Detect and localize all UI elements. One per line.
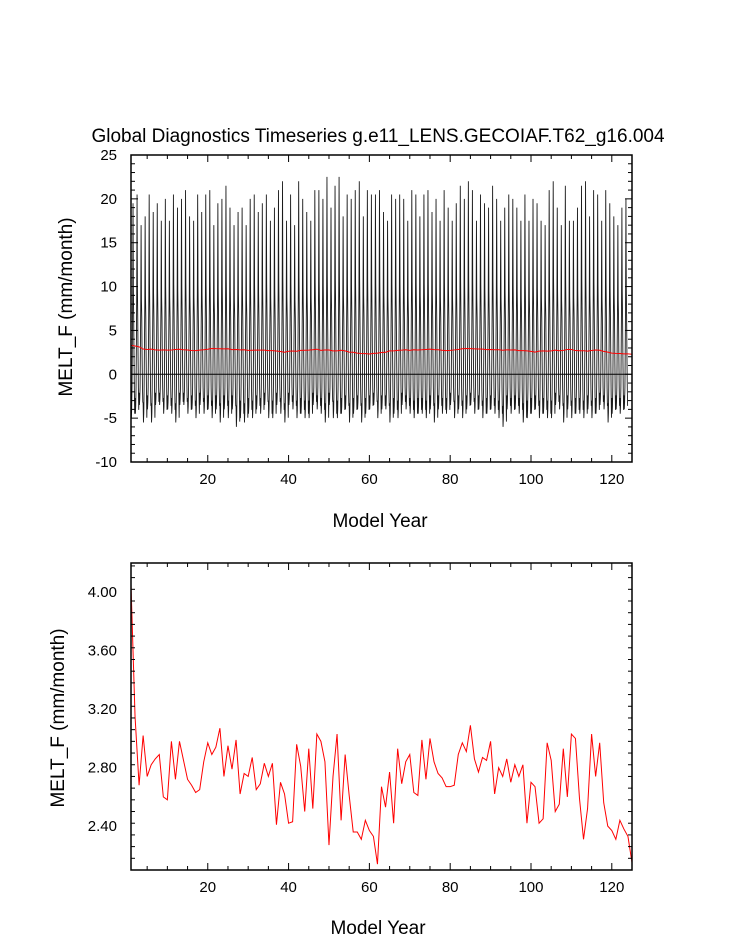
- top-chart: Global Diagnostics Timeseries g.e11_LENS…: [56, 126, 665, 532]
- y-axis-label: MELT_F (mm/month): [56, 217, 77, 396]
- y-tick-label: 25: [100, 147, 117, 164]
- axis-ticks: 20 40 60 80 100 120 -10 -5 0 5 10 15 20 25: [95, 147, 633, 488]
- y-tick-label: 4.00: [88, 584, 117, 601]
- chart-title: Global Diagnostics Timeseries g.e11_LENS…: [91, 126, 665, 147]
- x-tick-label: 120: [599, 471, 624, 488]
- plot-frame: [130, 154, 633, 463]
- y-axis-label: MELT_F (mm/month): [48, 628, 69, 807]
- series-line-annual-mean: [131, 584, 632, 865]
- y-tick-label: 15: [100, 235, 117, 252]
- x-tick-label: 120: [599, 879, 624, 896]
- plot-frame: [130, 562, 633, 871]
- series-line-annual-mean: [131, 344, 632, 355]
- bottom-chart: 20 40 60 80 100 120 2.40 2.80 3.20 3.60 4.00 Model…: [48, 562, 633, 939]
- series-layer: [131, 176, 632, 427]
- y-tick-label: 3.20: [88, 701, 117, 718]
- y-tick-label: -10: [95, 454, 117, 471]
- x-tick-label: 60: [361, 879, 378, 896]
- x-tick-label: 40: [280, 879, 297, 896]
- x-axis-label: Model Year: [330, 918, 426, 939]
- axis-ticks: 20 40 60 80 100 120 2.40 2.80 3.20 3.60 4.00: [88, 563, 633, 896]
- y-tick-label: 3.60: [88, 643, 117, 660]
- x-axis-label: Model Year: [332, 511, 428, 532]
- y-tick-label: 20: [100, 191, 117, 208]
- x-tick-label: 80: [442, 471, 459, 488]
- x-tick-label: 20: [199, 879, 216, 896]
- y-tick-label: 2.40: [88, 818, 117, 835]
- y-tick-label: 5: [109, 322, 117, 339]
- series-layer: [131, 584, 632, 865]
- series-line-monthly: [131, 176, 629, 427]
- y-tick-label: 0: [109, 366, 117, 383]
- x-tick-label: 20: [199, 471, 216, 488]
- x-tick-label: 40: [280, 471, 297, 488]
- x-tick-label: 60: [361, 471, 378, 488]
- x-tick-label: 80: [442, 879, 459, 896]
- y-tick-label: -5: [104, 410, 117, 427]
- x-tick-label: 100: [518, 471, 543, 488]
- y-tick-label: 10: [100, 279, 117, 296]
- x-tick-label: 100: [518, 879, 543, 896]
- y-tick-label: 2.80: [88, 760, 117, 777]
